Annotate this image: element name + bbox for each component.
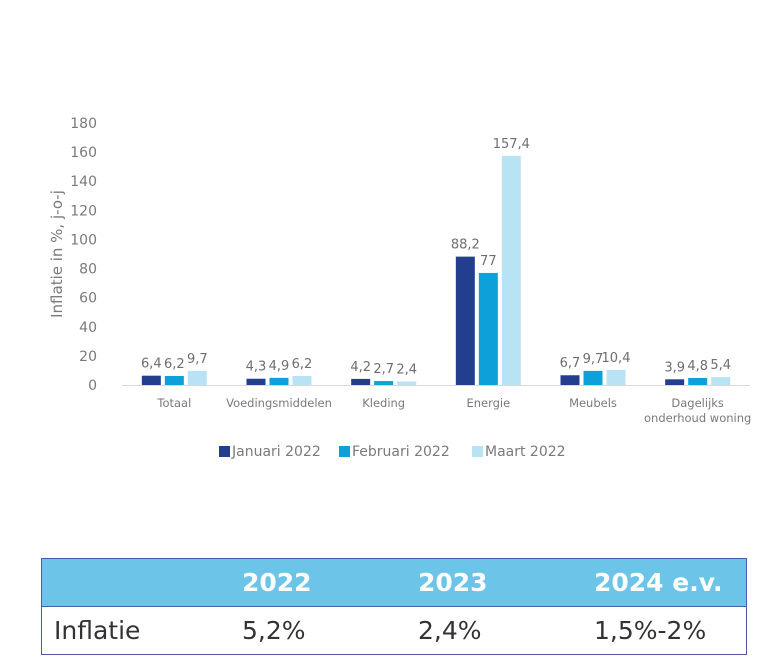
bar-januari-2022-energie: [455, 256, 475, 385]
value-2022: 5,2%: [242, 616, 306, 645]
bar-maart-2022-voedingsmiddelen: [292, 375, 312, 385]
bar-februari-2022-voedingsmiddelen: [269, 377, 289, 385]
legend-item: Februari 2022: [339, 444, 450, 460]
legend-label: Februari 2022: [352, 444, 450, 460]
data-label: 77: [480, 254, 497, 269]
bars: [141, 155, 731, 385]
bar-maart-2022-meubels: [606, 369, 626, 385]
header-cell-2022: 2022: [242, 559, 418, 607]
bar-januari-2022-meubels: [560, 375, 580, 385]
bar-februari-2022-kleding: [374, 381, 394, 385]
data-label: 157,4: [493, 137, 530, 152]
bar-januari-2022-kleding: [351, 378, 371, 385]
category-label: Dagelijks: [671, 396, 724, 410]
y-tick-label: 60: [79, 291, 97, 307]
data-label: 6,2: [292, 357, 313, 372]
legend-swatch: [472, 446, 483, 457]
data-label: 3,9: [664, 360, 685, 375]
legend-swatch: [339, 446, 350, 457]
bar-februari-2022-energie: [478, 272, 498, 385]
data-label: 6,7: [560, 356, 581, 371]
y-tick-label: 120: [70, 203, 97, 219]
header-cell-empty: [42, 559, 242, 607]
y-tick-label: 20: [79, 349, 97, 365]
category-label: Energie: [466, 396, 510, 410]
value-2023: 2,4%: [418, 616, 482, 645]
data-label: 6,2: [164, 357, 185, 372]
bar-januari-2022-totaal: [141, 375, 161, 385]
bar-januari-2022-dagelijks-onderhoud-woning: [665, 379, 685, 385]
category-label: Voedingsmiddelen: [226, 396, 332, 410]
legend-item: Maart 2022: [472, 444, 566, 460]
bar-maart-2022-dagelijks-onderhoud-woning: [711, 377, 731, 385]
bar-februari-2022-dagelijks-onderhoud-woning: [688, 378, 708, 385]
data-label: 10,4: [602, 351, 631, 366]
data-label: 9,7: [583, 352, 604, 367]
bar-maart-2022-kleding: [397, 381, 417, 385]
bar-februari-2022-totaal: [164, 375, 184, 385]
data-label: 88,2: [451, 238, 480, 253]
bar-februari-2022-meubels: [583, 370, 603, 385]
bar-maart-2022-energie: [501, 155, 521, 385]
y-axis-label: Inflatie in %, j-o-j: [48, 190, 66, 318]
table-header-row: 2022 2023 2024 e.v.: [42, 559, 746, 607]
data-label: 2,4: [396, 363, 417, 378]
y-tick-label: 80: [79, 262, 97, 278]
data-label: 4,9: [269, 359, 290, 374]
data-label: 9,7: [187, 352, 208, 367]
data-label: 4,2: [350, 360, 371, 375]
category-labels: Totaal Voedingsmiddelen Kleding Energie Meub…: [156, 396, 751, 425]
data-label: 6,4: [141, 357, 162, 372]
y-tick-label: 100: [70, 232, 97, 248]
data-labels: 6,4 6,2 9,74,3 4,9 6,2 4,2 2,7 2,488,277157,46,…: [141, 137, 731, 378]
legend-swatch: [219, 446, 230, 457]
data-label: 5,4: [710, 358, 731, 373]
value-2024: 1,5%-2%: [594, 616, 707, 645]
y-tick-label: 0: [88, 378, 97, 394]
bar-chart: 0 20 40 60 80 100 120 140 160 180 Inflatie in %, …: [48, 116, 751, 460]
bar-maart-2022-totaal: [187, 370, 207, 385]
legend-item: Januari 2022: [219, 444, 321, 460]
inflation-summary-table: 2022 2023 2024 e.v. Inflatie 5,2% 2,4% 1…: [41, 558, 747, 655]
category-label: Totaal: [156, 396, 191, 410]
y-tick-label: 140: [70, 174, 97, 190]
y-axis-ticks: 0 20 40 60 80 100 120 140 160 180: [70, 116, 97, 394]
legend: Januari 2022 Februari 2022 Maart 2022: [219, 444, 566, 460]
table-row: Inflatie 5,2% 2,4% 1,5%-2%: [42, 607, 746, 655]
legend-label: Januari 2022: [231, 444, 321, 460]
row-label-inflatie: Inflatie: [54, 616, 141, 645]
y-tick-label: 160: [70, 145, 97, 161]
y-tick-label: 180: [70, 116, 97, 132]
category-label: Meubels: [569, 396, 617, 410]
bar-januari-2022-voedingsmiddelen: [246, 378, 266, 385]
header-cell-2023: 2023: [418, 559, 594, 607]
header-cell-2024: 2024 e.v.: [594, 559, 746, 607]
category-label: Kleding: [362, 396, 405, 410]
data-label: 4,3: [246, 360, 267, 375]
category-label: onderhoud woning: [644, 411, 751, 425]
data-label: 4,8: [687, 359, 708, 374]
data-label: 2,7: [373, 362, 394, 377]
y-tick-label: 40: [79, 320, 97, 336]
legend-label: Maart 2022: [485, 444, 566, 460]
